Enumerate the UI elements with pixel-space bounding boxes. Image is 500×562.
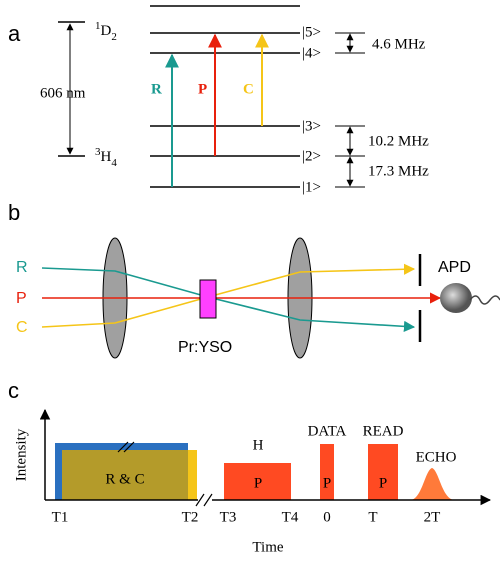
subscript: 2 bbox=[111, 31, 117, 43]
crystal-label: Pr:YSO bbox=[178, 339, 232, 356]
wavelength-label: 606 nm bbox=[40, 85, 86, 101]
superscript: 3 bbox=[95, 146, 101, 158]
panel-a: a 606 nm 1D2 3H4 R P C |5> |4> |3> |2> |… bbox=[8, 5, 429, 195]
time-label: 0 bbox=[323, 509, 331, 525]
pulse-name: READ bbox=[363, 423, 404, 439]
detector bbox=[440, 283, 472, 313]
beam-label: C bbox=[243, 81, 254, 97]
pulse-label: P bbox=[254, 475, 262, 491]
pulse bbox=[368, 444, 398, 500]
time-label: T1 bbox=[52, 509, 69, 525]
time-label: T4 bbox=[282, 509, 299, 525]
pulse-label: P bbox=[323, 475, 331, 491]
time-label: T3 bbox=[220, 509, 237, 525]
pulse-label: R & C bbox=[105, 471, 144, 487]
subscript: 4 bbox=[111, 157, 117, 169]
beam-label: P bbox=[16, 290, 27, 307]
panel-c: c Intensity Time R & C H P DATA P READ P… bbox=[8, 378, 492, 555]
pulse-name: ECHO bbox=[416, 449, 457, 465]
splitting-label: 17.3 MHz bbox=[368, 163, 429, 179]
state-label: |5> bbox=[302, 24, 321, 40]
panel-label: c bbox=[8, 378, 19, 403]
pulse-name: DATA bbox=[308, 423, 347, 439]
detector-label: APD bbox=[438, 259, 471, 276]
beam-label: R bbox=[151, 81, 162, 97]
pulse-label: P bbox=[379, 475, 387, 491]
time-label: T bbox=[368, 509, 377, 525]
time-label: T2 bbox=[182, 509, 199, 525]
term: D bbox=[101, 23, 112, 39]
beam-label: R bbox=[16, 259, 28, 276]
superscript: 1 bbox=[95, 20, 101, 32]
state-label: |3> bbox=[302, 118, 321, 134]
splitting-label: 10.2 MHz bbox=[368, 133, 429, 149]
state-label: |2> bbox=[302, 148, 321, 164]
pulse bbox=[320, 444, 334, 500]
splitting-label: 4.6 MHz bbox=[372, 36, 426, 52]
state-label: |4> bbox=[302, 45, 321, 61]
y-axis-label: Intensity bbox=[13, 428, 29, 481]
pulse-name: H bbox=[253, 437, 264, 453]
x-axis-label: Time bbox=[252, 539, 283, 555]
time-label: 2T bbox=[424, 509, 441, 525]
pulse bbox=[224, 463, 291, 500]
panel-label: a bbox=[8, 21, 21, 46]
term: H bbox=[101, 149, 112, 165]
panel-b: b R P C Pr:YSO APD bbox=[8, 200, 500, 359]
crystal bbox=[199, 279, 217, 319]
level-label: 3H4 bbox=[95, 146, 117, 169]
beam-label: P bbox=[198, 81, 207, 97]
panel-label: b bbox=[8, 200, 20, 225]
beam-label: C bbox=[16, 319, 28, 336]
level-label: 1D2 bbox=[95, 20, 117, 43]
state-label: |1> bbox=[302, 179, 321, 195]
echo bbox=[410, 468, 455, 500]
